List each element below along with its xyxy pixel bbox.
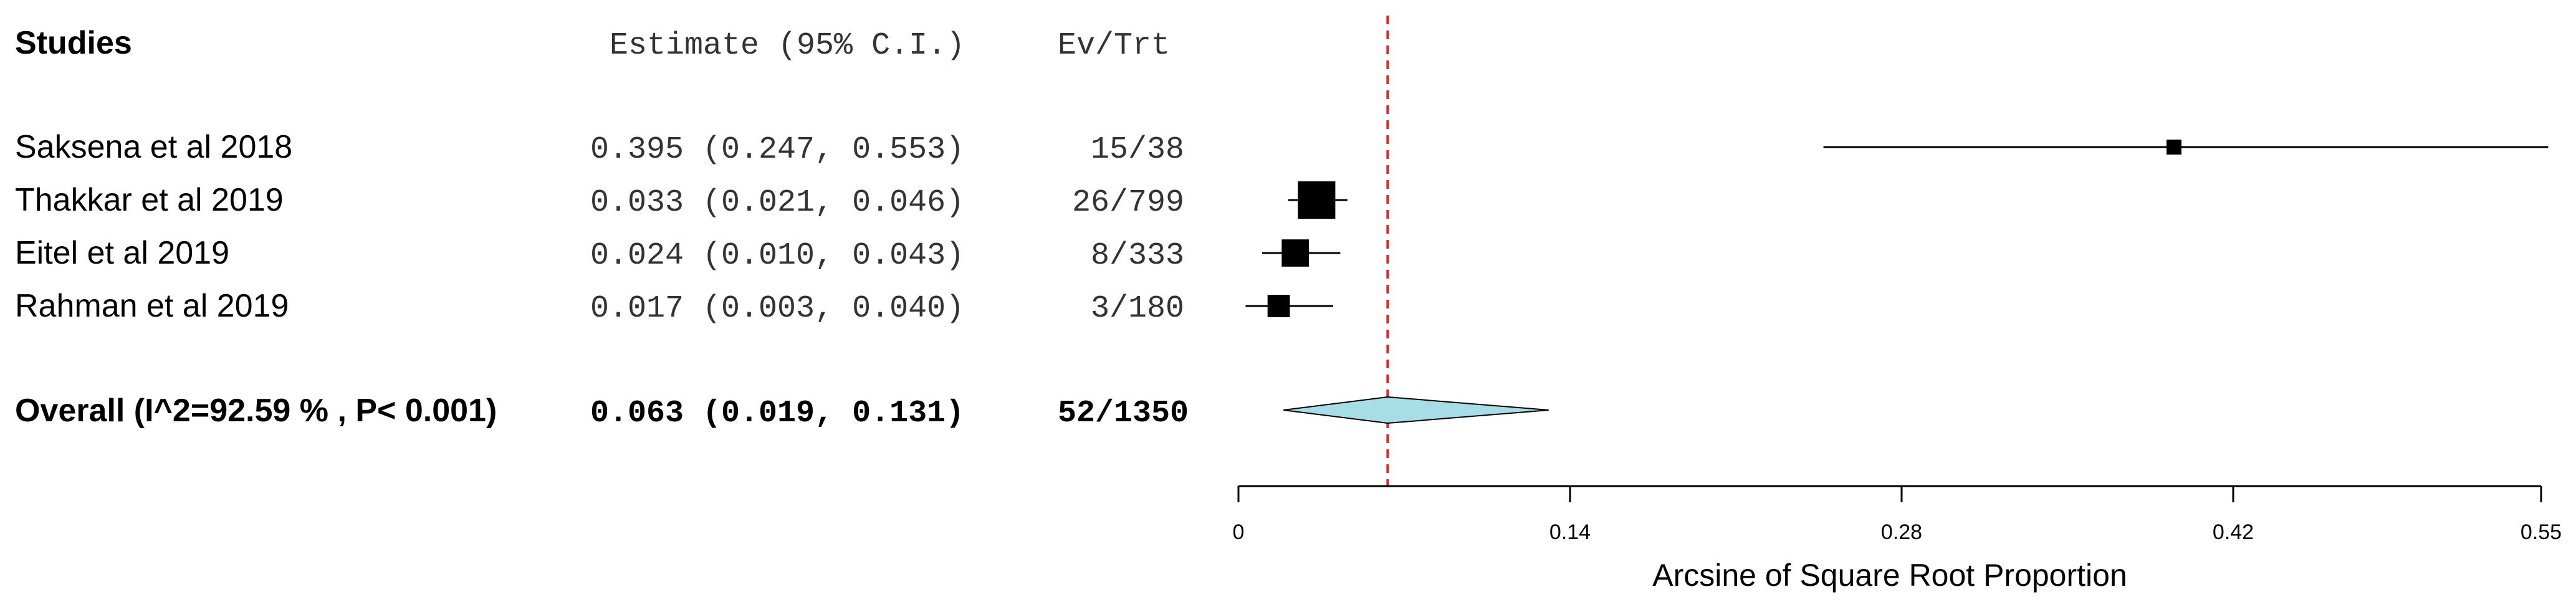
overall-diamond xyxy=(1283,396,1549,424)
study-estimate: 0.033 (0.021, 0.046) xyxy=(590,185,964,221)
study-row: Eitel et al 2019 0.024 (0.010, 0.043) 8/… xyxy=(15,235,1184,274)
overall-label: Overall (I^2=92.59 % , P< 0.001) xyxy=(15,393,497,429)
header-studies: Studies xyxy=(15,25,132,61)
study-row: Saksena et al 2018 0.395 (0.247, 0.553) … xyxy=(15,129,1184,168)
study-events: 3/180 xyxy=(1091,291,1184,327)
plot-area: 0 0.14 0.28 0.42 0.55 Arcsine of Square Root… xyxy=(1233,16,2562,593)
x-tick-label: 0.42 xyxy=(2213,520,2254,544)
study-events: 26/799 xyxy=(1072,185,1184,221)
study-estimate: 0.395 (0.247, 0.553) xyxy=(590,132,964,168)
study-events: 15/38 xyxy=(1091,132,1184,168)
x-tick-label: 0.28 xyxy=(1881,520,1922,544)
overall-row: Overall (I^2=92.59 % , P< 0.001) 0.063 (… xyxy=(15,393,1189,431)
study-name: Thakkar et al 2019 xyxy=(15,182,284,218)
header-estimate: Estimate (95% C.I.) xyxy=(610,28,965,64)
study-row: Thakkar et al 2019 0.033 (0.021, 0.046) … xyxy=(15,182,1184,221)
study-name: Rahman et al 2019 xyxy=(15,288,289,324)
study-estimate: 0.024 (0.010, 0.043) xyxy=(590,238,964,274)
x-tick-label: 0.55 xyxy=(2521,520,2562,544)
point-estimate-marker xyxy=(1281,239,1310,267)
study-row: Rahman et al 2019 0.017 (0.003, 0.040) 3… xyxy=(15,288,1184,327)
x-tick-label: 0.14 xyxy=(1549,520,1591,544)
study-name: Saksena et al 2018 xyxy=(15,129,292,165)
x-tick-label: 0 xyxy=(1233,520,1245,544)
x-axis-label: Arcsine of Square Root Proportion xyxy=(1652,558,2127,593)
overall-events: 52/1350 xyxy=(1058,396,1189,431)
study-name: Eitel et al 2019 xyxy=(15,235,229,271)
overall-estimate: 0.063 (0.019, 0.131) xyxy=(590,396,964,431)
study-estimate: 0.017 (0.003, 0.040) xyxy=(590,291,964,327)
study-events: 8/333 xyxy=(1091,238,1184,274)
point-estimate-marker xyxy=(1267,295,1290,317)
point-estimate-marker xyxy=(1298,181,1336,219)
header-events: Ev/Trt xyxy=(1058,28,1170,64)
point-estimate-marker xyxy=(2166,139,2182,155)
